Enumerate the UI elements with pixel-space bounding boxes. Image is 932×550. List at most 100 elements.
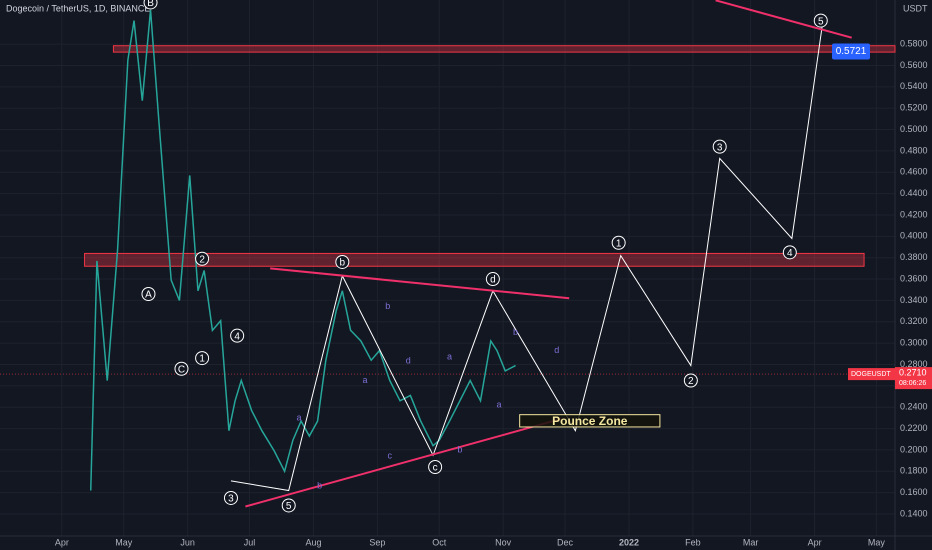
x-tick-label: Nov	[495, 537, 512, 547]
y-tick-label: 0.4200	[900, 209, 928, 219]
y-tick-label: 0.3600	[900, 273, 928, 283]
wave-circle	[813, 13, 828, 28]
wave-label: 1	[199, 354, 205, 365]
wave-circle	[223, 490, 238, 505]
y-tick-label: 0.5200	[900, 103, 928, 113]
y-tick-label: 0.5600	[900, 60, 928, 70]
pounce-zone	[519, 414, 661, 428]
wave-circle	[485, 272, 500, 287]
x-tick-label: Dec	[557, 537, 574, 547]
y-tick-label: 0.4400	[900, 188, 928, 198]
y-axis-label: USDT	[903, 3, 928, 13]
wave-label: 2	[199, 254, 205, 265]
wave-circle	[141, 287, 156, 302]
x-tick-label: 2022	[619, 537, 639, 547]
y-tick-label: 0.5400	[900, 81, 928, 91]
x-tick-label: May	[868, 537, 886, 547]
sub-wave-label: c	[388, 451, 393, 461]
trend-line	[715, 0, 852, 39]
wave-label: 5	[286, 501, 292, 512]
target-label: 0.5721	[836, 46, 867, 57]
wave-label: B	[147, 0, 154, 9]
x-tick-label: Apr	[808, 537, 822, 547]
y-tick-label: 0.3400	[900, 295, 928, 305]
wave-circle	[428, 460, 443, 475]
chart-title: Dogecoin / TetherUS, 1D, BINANCE	[6, 3, 150, 13]
wave-label: C	[178, 364, 185, 375]
x-tick-label: May	[115, 537, 133, 547]
x-tick-label: Jul	[244, 537, 256, 547]
wave-label: c	[433, 463, 438, 474]
sub-wave-label: b	[513, 327, 518, 337]
last-price-tag	[895, 367, 932, 390]
sub-wave-label: b	[317, 481, 322, 491]
wave-label: 2	[688, 376, 694, 387]
countdown: 08:06:26	[899, 380, 926, 387]
y-tick-label: 0.2800	[900, 359, 928, 369]
pounce-zone-label: Pounce Zone	[552, 414, 628, 428]
y-tick-label: 0.3000	[900, 338, 928, 348]
x-tick-label: Sep	[369, 537, 385, 547]
wave-label: b	[340, 258, 346, 269]
y-tick-label: 0.3800	[900, 252, 928, 262]
wave-label: 4	[787, 248, 793, 259]
trend-line	[270, 267, 570, 300]
wave-circle	[611, 235, 626, 250]
wave-circle	[683, 373, 698, 388]
y-tick-label: 0.1800	[900, 466, 928, 476]
resistance-zone	[112, 45, 896, 53]
sub-wave-label: a	[447, 351, 452, 361]
x-tick-label: Feb	[685, 537, 701, 547]
wave-label: 3	[228, 494, 234, 505]
wave-label: d	[490, 275, 496, 286]
wave-circle	[281, 498, 296, 513]
y-tick-label: 0.1600	[900, 487, 928, 497]
y-tick-label: 0.2000	[900, 444, 928, 454]
y-tick-label: 0.2200	[900, 423, 928, 433]
projection-line	[230, 21, 824, 492]
sub-wave-label: d	[554, 345, 559, 355]
y-tick-label: 0.5000	[900, 124, 928, 134]
x-tick-label: Aug	[305, 537, 321, 547]
y-tick-label: 0.5800	[900, 38, 928, 48]
trend-line	[245, 417, 562, 508]
sub-wave-label: a	[497, 399, 502, 409]
sub-wave-label: d	[406, 356, 411, 366]
sub-wave-label: a	[363, 375, 368, 385]
price-line	[89, 9, 516, 491]
wave-label: 1	[616, 238, 622, 249]
wave-label: 3	[717, 142, 723, 153]
wave-label: 5	[818, 16, 824, 27]
resistance-zone	[84, 252, 865, 267]
wave-circle	[174, 361, 189, 376]
target-tag	[832, 43, 870, 60]
sub-wave-label: b	[385, 301, 390, 311]
wave-circle	[230, 328, 245, 343]
y-tick-label: 0.4800	[900, 145, 928, 155]
wave-circle	[712, 139, 727, 154]
x-tick-label: Oct	[432, 537, 447, 547]
wave-circle	[195, 351, 210, 366]
wave-circle	[782, 245, 797, 260]
x-tick-label: Mar	[743, 537, 759, 547]
x-tick-label: Apr	[55, 537, 69, 547]
wave-label: A	[145, 290, 152, 301]
y-tick-label: 0.1400	[900, 508, 928, 518]
y-tick-label: 0.4600	[900, 167, 928, 177]
sub-wave-label: a	[297, 412, 302, 422]
sub-wave-label: b	[457, 444, 462, 454]
symbol-label: DOGEUSDT	[851, 371, 891, 378]
wave-label: 4	[234, 331, 240, 342]
wave-circle	[143, 0, 158, 10]
y-tick-label: 0.3200	[900, 316, 928, 326]
wave-circle	[195, 251, 210, 266]
last-price-label: 0.2710	[899, 367, 927, 377]
y-tick-label: 0.2400	[900, 402, 928, 412]
y-tick-label: 0.4000	[900, 231, 928, 241]
x-tick-label: Jun	[180, 537, 195, 547]
wave-circle	[335, 254, 350, 269]
symbol-tag	[848, 368, 895, 381]
